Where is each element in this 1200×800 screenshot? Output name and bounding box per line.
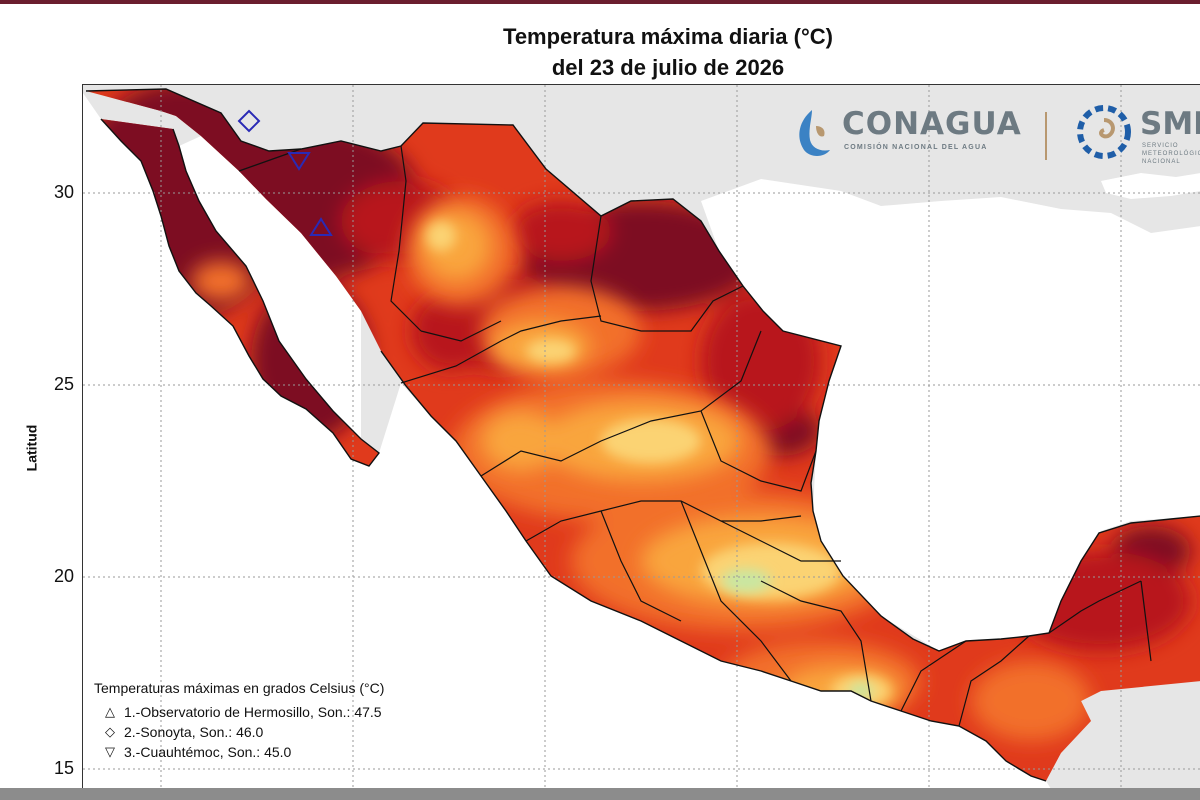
station-markers [237, 109, 333, 236]
temperature-map [82, 84, 1200, 788]
legend-title: Temperaturas máximas en grados Celsius (… [94, 680, 385, 696]
legend-label: 3.-Cuauhtémoc, Son.: 45.0 [124, 744, 292, 760]
legend-label: 2.-Sonoyta, Son.: 46.0 [124, 724, 264, 740]
triangle-up-icon: △ [105, 704, 115, 719]
florida-lake [1101, 173, 1200, 199]
triangle-down-icon [287, 152, 311, 171]
logo-separator [1045, 112, 1047, 160]
legend-item: ▽ 3.-Cuauhtémoc, Son.: 45.0 [102, 742, 384, 762]
triangle-down-icon: ▽ [105, 744, 115, 759]
map-title: Temperatura máxima diaria (°C) [503, 24, 833, 49]
logo-area: CONAGUA COMISIÓN NACIONAL DEL AGUA SMN S… [790, 100, 1200, 165]
diamond-icon [237, 109, 261, 133]
triangle-up-icon [309, 217, 333, 236]
diamond-icon: ◇ [105, 724, 115, 739]
y-axis-title: Latitud [23, 424, 40, 472]
y-tick-label: 25 [53, 374, 74, 394]
legend-item: △ 1.-Observatorio de Hermosillo, Son.: 4… [102, 702, 384, 722]
y-tick-label: 15 [53, 758, 74, 778]
smn-wordmark: SMN [1140, 106, 1200, 142]
gulf-of-mexico [701, 179, 1200, 651]
map-subtitle: del 23 de julio de 2026 [551, 55, 785, 80]
pacific-ocean [83, 93, 1051, 788]
map-legend: Temperaturas máximas en grados Celsius (… [94, 680, 384, 762]
smn-logo-icon [1077, 105, 1131, 159]
y-tick-label: 20 [53, 566, 74, 586]
y-tick-label: 30 [53, 182, 74, 202]
conagua-logo-icon [799, 110, 830, 156]
top-banner-strip [0, 0, 1200, 4]
conagua-subtitle: COMISIÓN NACIONAL DEL AGUA [844, 144, 988, 151]
conagua-wordmark: CONAGUA [842, 106, 1022, 142]
bottom-strip [0, 788, 1200, 800]
gulf-of-california [179, 136, 361, 439]
legend-item: ◇ 2.-Sonoyta, Son.: 46.0 [102, 722, 384, 742]
coastline [85, 88, 1200, 782]
map-canvas [83, 85, 1200, 788]
state-borders [238, 145, 1152, 727]
smn-subtitle: SERVICIO METEOROLÓGICO NACIONAL [1142, 143, 1200, 165]
legend-label: 1.-Observatorio de Hermosillo, Son.: 47.… [124, 704, 382, 720]
